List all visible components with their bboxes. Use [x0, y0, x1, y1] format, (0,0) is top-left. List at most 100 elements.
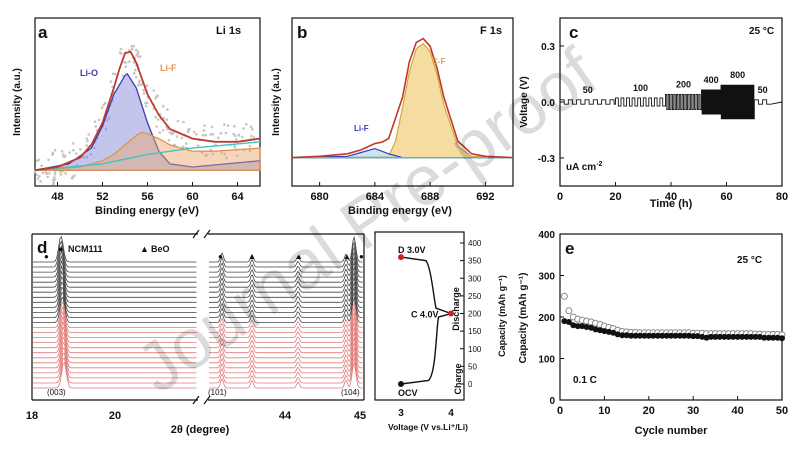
panel-a-raw-point	[168, 131, 172, 134]
xrd-pattern-right	[209, 301, 363, 328]
panel-a-raw-point	[53, 171, 57, 174]
panel-a-raw-point	[123, 61, 126, 64]
panel-a-raw-point	[245, 122, 248, 126]
inset-y-tick-label: 150	[468, 327, 482, 336]
panel-a-raw-point	[251, 128, 254, 131]
xrd-pattern-left	[33, 341, 197, 369]
discharge-capacity-point	[730, 333, 737, 340]
xrd-pattern-left	[33, 265, 197, 293]
panel-a-raw-point	[59, 170, 62, 174]
panel-a-raw-point	[167, 139, 171, 142]
panel-e-x-tick-label: 30	[687, 405, 699, 417]
discharge-capacity-point	[774, 334, 781, 341]
xrd-pattern-right	[209, 271, 363, 298]
panel-a-raw-point	[130, 45, 133, 48]
panel-b-x-tick-label: 692	[476, 191, 494, 203]
xrd-pattern-left	[33, 361, 197, 389]
panel-d-xtick-44: 44	[279, 410, 292, 422]
panel-a-raw-point	[155, 125, 158, 128]
panel-c-segment-label: 50	[758, 85, 768, 95]
panel-e-rate-label: 0.1 C	[573, 375, 597, 386]
panel-e-x-axis-label: Cycle number	[635, 425, 708, 437]
panel-e-y-tick-label: 100	[538, 355, 555, 366]
panel-c-y-tick-label: -0.3	[538, 154, 556, 165]
xrd-pattern-right	[209, 286, 363, 313]
panel-a-raw-point	[100, 106, 104, 109]
panel-c-y-tick-label: 0.0	[541, 98, 555, 109]
panel-a-raw-point	[85, 137, 88, 140]
panel-b-envelope	[291, 37, 514, 159]
ncm-peak-marker: ●	[359, 252, 364, 261]
panel-b-x-tick-label: 680	[310, 191, 328, 203]
charge-capacity-point	[560, 292, 568, 300]
peak-label-104: (104)	[341, 388, 360, 397]
panel-a-raw-point	[134, 68, 137, 72]
discharge-capacity-point	[605, 328, 612, 335]
inset-charge-label: Charge	[453, 363, 463, 394]
watermark: Journal Pre-proof	[122, 33, 610, 407]
discharge-capacity-point	[632, 332, 639, 339]
panel-a-raw-point	[144, 104, 148, 108]
panel-a-raw-point	[132, 61, 136, 64]
panel-a-raw-point	[124, 65, 128, 68]
inset-voltage-curve	[400, 256, 454, 385]
panel-a-raw-point	[176, 119, 180, 123]
charge-capacity-point	[565, 307, 573, 315]
legend-ncm-marker: ●	[58, 244, 63, 254]
panel-d-axis-break	[192, 229, 211, 405]
panel-a-raw-point	[187, 128, 190, 131]
xrd-pattern-right	[209, 316, 363, 343]
panel-a-raw-point	[138, 79, 141, 83]
panel-a-raw-point	[133, 72, 136, 75]
panel-a-raw-point	[135, 75, 138, 79]
panel-a-envelope	[34, 50, 261, 172]
discharge-capacity-point	[716, 333, 723, 340]
panel-a-raw-point	[53, 176, 56, 179]
panel-a-li-o-peak	[34, 72, 261, 171]
inset-y-tick-label: 350	[468, 257, 482, 266]
panel-a-raw-point	[203, 124, 206, 127]
inset-xtick-4: 4	[448, 408, 454, 419]
panel-e-capacity-points	[560, 292, 786, 342]
panel-b-letter: b	[297, 23, 307, 42]
panel-c-x-tick-label: 20	[609, 191, 621, 203]
inset-state-label: OCV	[398, 388, 418, 398]
panel-a-raw-point	[236, 154, 239, 157]
panel-e-x-ticks: 0 10 20 30 40 50	[557, 396, 788, 417]
panel-a-raw-point	[217, 136, 220, 140]
xrd-pattern-right	[209, 281, 363, 308]
panel-b-x-tick-label: 684	[366, 191, 385, 203]
discharge-capacity-point	[734, 333, 741, 340]
discharge-capacity-point	[752, 333, 759, 340]
panel-a-raw-point	[41, 171, 45, 175]
panel-a-raw-point	[86, 139, 89, 143]
panel-a-raw-point	[209, 133, 212, 136]
xrd-pattern-right	[209, 341, 363, 369]
panel-a-raw-point	[132, 44, 135, 48]
discharge-capacity-point	[654, 332, 661, 339]
panel-a-raw-point	[233, 124, 236, 128]
panel-a-raw-point	[166, 108, 169, 111]
xrd-pattern-left	[33, 287, 197, 313]
panel-c-letter: c	[569, 23, 578, 42]
inset-x-axis-label: Voltage (V vs.Li⁺/Li)	[388, 422, 468, 432]
panel-d-xtick-18: 18	[26, 410, 38, 422]
panel-a-x-tick-label: 60	[186, 191, 198, 203]
panel-a-raw-point	[144, 101, 147, 105]
panel-a-raw-point	[87, 133, 90, 136]
xrd-pattern-left	[33, 325, 197, 354]
panel-a-raw-point	[93, 120, 97, 123]
panel-b-x-tick-label: 688	[421, 191, 439, 203]
discharge-capacity-point	[743, 333, 750, 340]
panel-a-raw-point	[181, 145, 185, 148]
panel-a-raw-point	[232, 132, 235, 136]
xrd-pattern-left	[33, 254, 197, 283]
panel-d-xtick-45: 45	[354, 410, 366, 422]
xrd-pattern-right	[209, 351, 363, 379]
panel-d-xtick-20: 20	[109, 410, 121, 422]
panel-a-raw-point	[61, 153, 65, 156]
xrd-pattern-right	[209, 361, 363, 389]
discharge-capacity-point	[663, 332, 670, 339]
panel-e-y-tick-label: 400	[538, 230, 555, 241]
